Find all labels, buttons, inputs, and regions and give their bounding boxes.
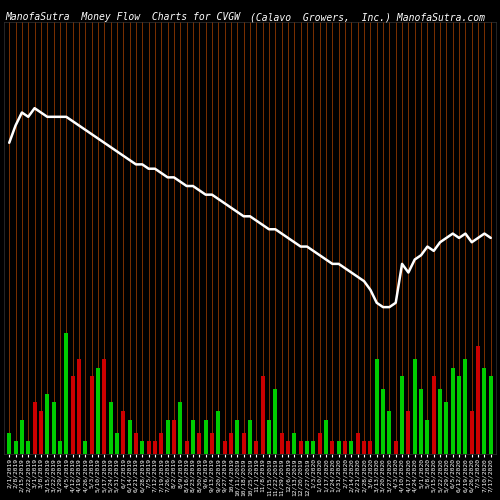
Bar (20, 420, 24, 454)
Bar (26, 441, 30, 454)
Bar (318, 432, 322, 454)
Text: ManofaSutra  Money Flow  Charts for CVGW: ManofaSutra Money Flow Charts for CVGW (5, 12, 240, 22)
Bar (159, 432, 164, 454)
Bar (121, 411, 126, 454)
Bar (336, 441, 341, 454)
Bar (83, 441, 87, 454)
Bar (216, 411, 220, 454)
Bar (140, 441, 144, 454)
Bar (400, 376, 404, 454)
Bar (39, 411, 43, 454)
Bar (274, 390, 278, 454)
Bar (350, 441, 354, 454)
Bar (229, 432, 233, 454)
Bar (457, 376, 461, 454)
Bar (419, 390, 423, 454)
Bar (260, 376, 264, 454)
Bar (362, 441, 366, 454)
Bar (198, 432, 202, 454)
Bar (267, 420, 271, 454)
Text: (Calavo  Growers,  Inc.) ManofaSutra.com: (Calavo Growers, Inc.) ManofaSutra.com (250, 12, 485, 22)
Bar (77, 359, 81, 454)
Bar (102, 359, 106, 454)
Bar (108, 402, 112, 454)
Bar (464, 359, 468, 454)
Bar (14, 441, 18, 454)
Bar (210, 432, 214, 454)
Bar (368, 441, 372, 454)
Bar (356, 432, 360, 454)
Bar (374, 359, 379, 454)
Bar (45, 394, 50, 454)
Bar (312, 441, 316, 454)
Bar (330, 441, 334, 454)
Bar (488, 376, 493, 454)
Bar (184, 441, 188, 454)
Bar (444, 402, 448, 454)
Bar (128, 420, 132, 454)
Bar (450, 368, 455, 454)
Bar (426, 420, 430, 454)
Bar (7, 432, 12, 454)
Bar (153, 441, 157, 454)
Bar (482, 368, 486, 454)
Bar (58, 441, 62, 454)
Bar (172, 420, 176, 454)
Bar (394, 441, 398, 454)
Bar (381, 390, 385, 454)
Bar (191, 420, 195, 454)
Bar (286, 441, 290, 454)
Bar (292, 432, 296, 454)
Bar (166, 420, 170, 454)
Bar (470, 411, 474, 454)
Bar (242, 432, 246, 454)
Bar (298, 441, 302, 454)
Bar (432, 376, 436, 454)
Bar (64, 333, 68, 454)
Bar (146, 441, 150, 454)
Bar (305, 441, 309, 454)
Bar (343, 441, 347, 454)
Bar (96, 368, 100, 454)
Bar (254, 441, 258, 454)
Bar (90, 376, 94, 454)
Bar (178, 402, 182, 454)
Bar (406, 411, 410, 454)
Bar (222, 441, 226, 454)
Bar (204, 420, 208, 454)
Bar (248, 420, 252, 454)
Bar (324, 420, 328, 454)
Bar (115, 432, 119, 454)
Bar (476, 346, 480, 454)
Bar (52, 402, 56, 454)
Bar (280, 432, 283, 454)
Bar (32, 402, 36, 454)
Bar (134, 432, 138, 454)
Bar (388, 411, 392, 454)
Bar (412, 359, 417, 454)
Bar (236, 420, 240, 454)
Bar (70, 376, 74, 454)
Bar (438, 390, 442, 454)
